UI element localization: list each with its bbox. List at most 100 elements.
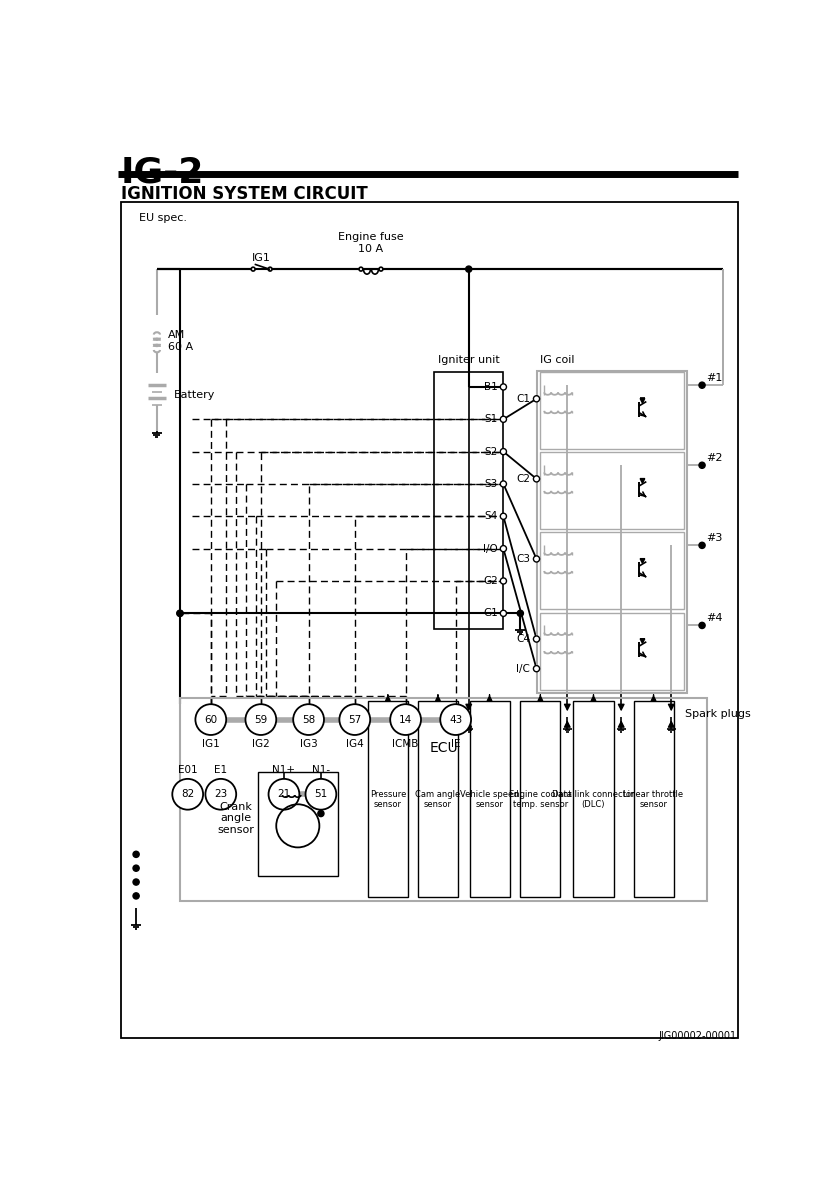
Circle shape [177,610,183,617]
Text: IG2: IG2 [252,739,270,748]
Circle shape [268,268,272,271]
Polygon shape [640,638,644,643]
Text: AM
60 A: AM 60 A [168,330,193,352]
Bar [469,701,510,897]
Circle shape [500,449,506,455]
Text: 82: 82 [181,790,194,799]
Bar [520,701,561,897]
Bar [418,701,458,897]
Bar [368,701,408,897]
Circle shape [500,481,506,487]
Text: C4: C4 [516,635,530,644]
Text: IG1: IG1 [252,253,271,263]
Circle shape [517,610,524,617]
Text: B1: B1 [484,382,498,392]
Text: 21: 21 [277,790,291,799]
Bar [536,371,686,693]
Circle shape [251,268,255,271]
Circle shape [195,704,226,735]
Text: IG4: IG4 [346,739,364,748]
Bar [434,372,504,630]
Text: S1: S1 [484,414,498,424]
Text: E01: E01 [178,765,198,776]
Circle shape [133,879,139,886]
Circle shape [500,546,506,552]
Circle shape [359,268,363,271]
Circle shape [534,636,540,642]
Bar [540,533,684,610]
Text: IG1: IG1 [202,739,220,748]
Circle shape [318,810,324,817]
Circle shape [205,779,236,810]
Circle shape [306,779,336,810]
Circle shape [500,417,506,423]
Text: C1: C1 [516,394,530,404]
Text: C2: C2 [516,474,530,484]
Circle shape [699,462,705,469]
Circle shape [699,382,705,388]
Text: #3: #3 [706,533,722,543]
Text: 59: 59 [254,715,267,725]
Circle shape [500,578,506,584]
Bar [258,772,338,876]
Text: S4: S4 [484,511,498,521]
Circle shape [534,476,540,482]
Bar [540,372,684,449]
Text: Data link connector
(DLC): Data link connector (DLC) [552,790,634,809]
Circle shape [391,704,421,735]
Text: ICMB: ICMB [392,739,419,748]
Text: Linear throttle
sensor: Linear throttle sensor [623,790,684,809]
Circle shape [699,623,705,629]
Circle shape [246,704,277,735]
Circle shape [177,610,183,617]
Bar [540,452,684,529]
Text: 23: 23 [215,790,227,799]
Text: I/O: I/O [484,543,498,554]
Bar [573,701,613,897]
Text: 60: 60 [204,715,217,725]
Text: S2: S2 [484,446,498,457]
Circle shape [173,779,203,810]
Circle shape [133,866,139,871]
Bar [634,701,674,897]
Text: C3: C3 [516,554,530,564]
Text: Pressure
sensor: Pressure sensor [370,790,406,809]
Bar [540,612,684,689]
Text: IGNITION SYSTEM CIRCUIT: IGNITION SYSTEM CIRCUIT [121,185,367,204]
Circle shape [339,704,370,735]
Text: Engine coolant
temp. sensor: Engine coolant temp. sensor [509,790,572,809]
Text: IG coil: IG coil [541,355,575,365]
Text: #2: #2 [706,453,722,463]
Text: Engine fuse
10 A: Engine fuse 10 A [339,232,404,253]
Text: 43: 43 [449,715,463,725]
Text: G2: G2 [484,575,498,586]
Text: Crank
angle
sensor: Crank angle sensor [218,802,255,835]
Circle shape [293,704,324,735]
Circle shape [534,665,540,671]
Text: #1: #1 [706,373,722,382]
Circle shape [699,542,705,548]
Text: 58: 58 [302,715,315,725]
Circle shape [534,395,540,401]
Circle shape [268,779,299,810]
Circle shape [500,384,506,390]
Text: Spark plugs: Spark plugs [685,709,751,719]
Circle shape [466,266,472,272]
Text: 14: 14 [399,715,412,725]
Text: #4: #4 [706,613,722,623]
Text: S3: S3 [484,480,498,489]
Circle shape [500,610,506,617]
Text: G1: G1 [484,609,498,618]
Circle shape [534,555,540,562]
Text: EU spec.: EU spec. [139,213,187,223]
Text: Battery: Battery [173,391,215,400]
Text: Vehicle speed
sensor: Vehicle speed sensor [460,790,519,809]
Circle shape [500,513,506,520]
Bar [180,699,707,901]
Text: 57: 57 [348,715,361,725]
Text: Cam angle
sensor: Cam angle sensor [416,790,461,809]
Polygon shape [640,478,644,483]
Text: IE: IE [451,739,460,748]
Circle shape [133,851,139,857]
Text: I/C: I/C [516,664,530,674]
